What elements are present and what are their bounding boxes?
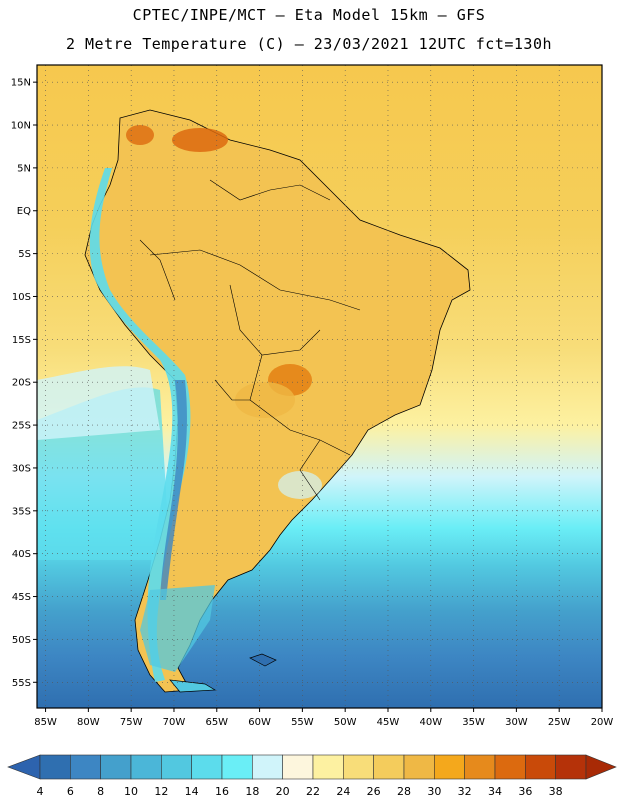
lon-tick-label: 60W [248,717,271,728]
patagonia-cool [140,585,215,672]
warm-core-venezuela [172,128,228,152]
colorbar-swatch [373,754,405,780]
andes-high-peaks [160,380,187,600]
colorbar: 4 6 8 10 12 14 16 18 20 22 24 26 28 30 32 34 36 38 [7,754,617,798]
lat-tick-label: 25S [12,421,31,432]
gridlines [37,65,603,708]
colorbar-label: 6 [67,785,74,798]
lat-tick-label: 45S [12,592,31,603]
colorbar-swatch [161,754,192,780]
pacific-cool-zone [37,366,160,440]
lat-tick-label: 40S [12,549,31,560]
colorbar-label: 34 [488,785,502,798]
colorbar-swatch [464,754,496,780]
lat-tick-label: 5N [17,163,31,174]
lat-tick-label: EQ [17,206,31,217]
lat-tick-label: 15N [11,78,31,89]
colorbar-label: 14 [185,785,199,798]
colorbar-label: 36 [518,785,532,798]
lon-tick-label: 70W [163,717,186,728]
colorbar-label: 38 [549,785,563,798]
lat-tick-label: 55S [12,678,31,689]
colorbar-label: 18 [245,785,259,798]
lon-tick-label: 85W [34,717,57,728]
warm-core-colombia [126,125,154,145]
warm-zone-paraguay [235,382,295,418]
colorbar-swatch [282,754,314,780]
lat-tick-label: 5S [18,249,31,260]
colorbar-swatch [130,754,162,780]
colorbar-swatch [312,754,344,780]
colorbar-swatch [100,754,132,780]
lon-tick-label: 25W [548,717,571,728]
colorbar-swatch [191,754,223,780]
colorbar-label: 12 [154,785,168,798]
colorbar-over-arrow [585,754,617,780]
colorbar-swatch [70,754,101,780]
colorbar-label: 28 [397,785,411,798]
country-borders [139,179,361,501]
map-field [37,65,602,708]
longitude-ticks: 85W 80W 75W 70W 65W 60W 55W 50W 45W 40W 35W 30W 25W 2… [34,708,613,728]
lat-tick-label: 20S [12,378,31,389]
falkland-islands [249,653,277,667]
lon-tick-label: 80W [77,717,100,728]
chart-subtitle: 2 Metre Temperature (C) – 23/03/2021 12U… [65,35,553,53]
uruguay-cool [278,471,322,499]
colorbar-label: 30 [427,785,441,798]
colorbar-swatch [221,754,253,780]
lat-tick-label: 10N [11,121,31,132]
lon-tick-label: 45W [377,717,400,728]
colorbar-swatch [494,754,526,780]
colorbar-label: 20 [276,785,290,798]
lat-tick-label: 15S [12,335,31,346]
colorbar-label: 16 [215,785,229,798]
lon-tick-label: 35W [462,717,485,728]
lon-tick-label: 50W [334,717,357,728]
colorbar-swatch [252,754,283,780]
lat-tick-label: 35S [12,506,31,517]
lon-tick-label: 75W [120,717,143,728]
latitude-ticks: 15N 10N 5N EQ 5S 10S 15S 20S 25S 30S 35S 40S 45S 50S 5… [11,78,37,689]
lon-tick-label: 30W [505,717,528,728]
lat-tick-label: 30S [12,463,31,474]
colorbar-swatch [343,754,374,780]
tierra-del-fuego [169,679,217,693]
colorbar-label: 4 [37,785,44,798]
lon-tick-label: 40W [419,717,442,728]
colorbar-label: 24 [336,785,350,798]
colorbar-swatch [525,754,556,780]
lon-tick-label: 65W [205,717,228,728]
chart-title: CPTEC/INPE/MCT – Eta Model 15km – GFS [132,6,486,24]
lat-tick-label: 50S [12,635,31,646]
colorbar-under-arrow [7,754,41,780]
colorbar-label: 22 [306,785,320,798]
colorbar-swatch [403,754,435,780]
colorbar-swatch [434,754,465,780]
colorbar-swatch [555,754,587,780]
colorbar-label: 10 [124,785,138,798]
lat-tick-label: 10S [12,292,31,303]
lon-tick-label: 20W [591,717,614,728]
map-frame [36,64,603,709]
colorbar-swatch [39,754,71,780]
lon-tick-label: 55W [291,717,314,728]
colorbar-label: 32 [458,785,472,798]
colorbar-label: 8 [97,785,104,798]
colorbar-label: 26 [367,785,381,798]
